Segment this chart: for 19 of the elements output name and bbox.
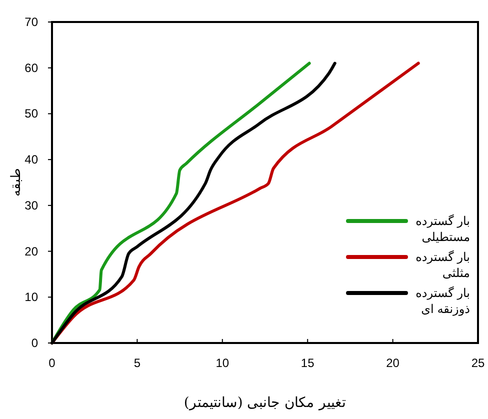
x-tick-label: 15 [300, 356, 315, 370]
y-tick-label: 10 [24, 290, 38, 304]
y-axis-title: طبقه [9, 168, 24, 196]
x-tick-label: 10 [216, 356, 230, 370]
x-tick-label: 25 [471, 356, 485, 370]
y-tick-label: 0 [31, 336, 38, 350]
y-tick-label: 60 [24, 60, 38, 75]
legend-label: بار گسترده مستطیلی [416, 214, 470, 244]
y-tick-label: 50 [24, 106, 38, 121]
x-axis-title: تغییر مکان جانبی (سانتیمتر) [184, 395, 346, 411]
legend-label: بار گسترده مثلثی [416, 250, 470, 280]
x-tick-label: 20 [386, 356, 400, 370]
y-tick-label: 30 [24, 198, 38, 212]
x-tick-label: 5 [134, 356, 141, 370]
y-tick-label: 70 [24, 15, 38, 29]
x-tick-label: 0 [48, 356, 56, 370]
legend-label: بار گسترده ذوزنقه ای [416, 286, 470, 316]
y-tick-label: 40 [24, 152, 38, 167]
y-tick-label: 20 [24, 244, 38, 258]
